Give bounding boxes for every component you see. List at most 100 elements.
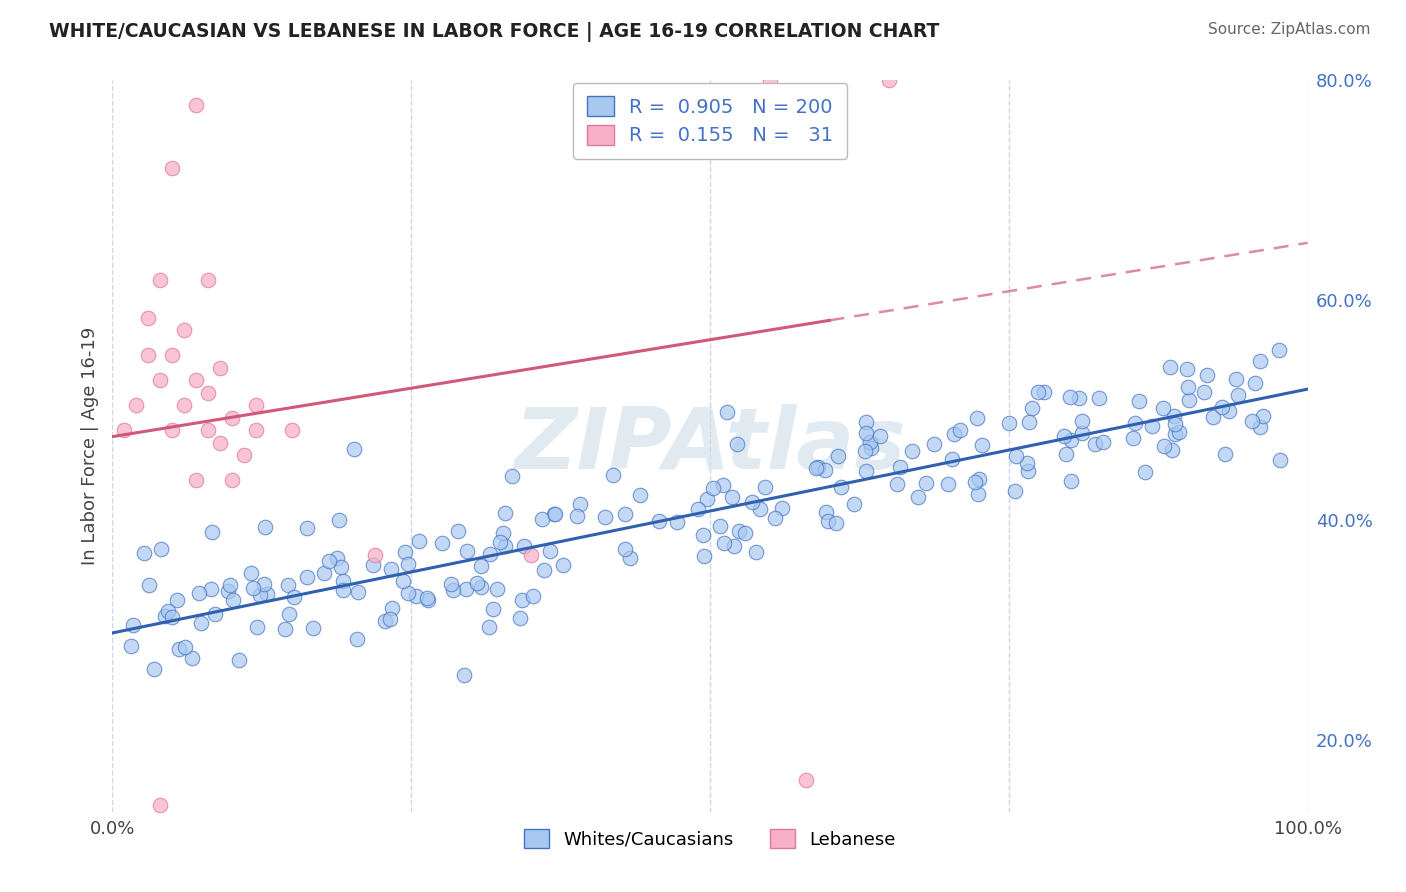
Point — [628, 488, 651, 502]
Point — [121, 618, 143, 632]
Point — [1071, 425, 1094, 440]
Point — [1005, 449, 1028, 463]
Point — [879, 73, 901, 87]
Point — [332, 583, 354, 598]
Point — [593, 509, 616, 524]
Point — [711, 478, 734, 492]
Point — [181, 651, 204, 665]
Point — [453, 667, 475, 681]
Point — [1021, 401, 1043, 416]
Point — [246, 620, 269, 634]
Point — [465, 575, 488, 590]
Point — [741, 494, 763, 508]
Point — [723, 539, 745, 553]
Text: WHITE/CAUCASIAN VS LEBANESE IN LABOR FORCE | AGE 16-19 CORRELATION CHART: WHITE/CAUCASIAN VS LEBANESE IN LABOR FOR… — [49, 22, 939, 42]
Point — [501, 469, 523, 483]
Point — [283, 590, 305, 604]
Point — [613, 542, 636, 557]
Point — [814, 462, 837, 476]
Point — [1178, 392, 1201, 407]
Point — [520, 549, 543, 563]
Point — [510, 593, 533, 607]
Point — [197, 423, 219, 437]
Point — [432, 536, 454, 550]
Point — [1026, 385, 1049, 400]
Point — [686, 502, 709, 516]
Point — [1152, 401, 1174, 415]
Point — [416, 592, 439, 607]
Point — [1018, 415, 1040, 429]
Point — [239, 566, 262, 580]
Point — [343, 442, 366, 456]
Point — [361, 558, 384, 573]
Point — [807, 460, 830, 475]
Point — [470, 580, 492, 594]
Point — [844, 497, 866, 511]
Point — [197, 273, 219, 287]
Point — [859, 435, 882, 450]
Point — [1211, 400, 1233, 414]
Point — [1268, 343, 1291, 358]
Point — [346, 632, 368, 647]
Point — [1249, 420, 1271, 434]
Point — [162, 348, 183, 362]
Point — [204, 607, 226, 622]
Point — [380, 562, 402, 576]
Point — [941, 452, 963, 467]
Point — [734, 525, 756, 540]
Point — [886, 477, 908, 491]
Point — [209, 360, 232, 375]
Point — [162, 423, 183, 437]
Point — [963, 475, 986, 490]
Point — [166, 592, 188, 607]
Y-axis label: In Labor Force | Age 16-19: In Labor Force | Age 16-19 — [80, 326, 98, 566]
Point — [728, 524, 751, 539]
Point — [1053, 429, 1076, 443]
Point — [256, 587, 278, 601]
Point — [328, 513, 350, 527]
Point — [125, 398, 148, 412]
Point — [725, 437, 748, 451]
Point — [233, 449, 256, 463]
Point — [374, 614, 396, 628]
Point — [443, 583, 465, 598]
Point — [567, 509, 589, 524]
Point — [522, 590, 544, 604]
Text: Source: ZipAtlas.com: Source: ZipAtlas.com — [1208, 22, 1371, 37]
Point — [853, 444, 876, 458]
Point — [1060, 433, 1083, 447]
Point — [143, 662, 166, 676]
Point — [447, 524, 470, 538]
Point — [186, 98, 208, 112]
Point — [614, 507, 637, 521]
Point — [454, 582, 477, 597]
Point — [531, 511, 554, 525]
Point — [855, 464, 877, 478]
Point — [489, 535, 512, 549]
Point — [1218, 403, 1240, 417]
Point — [702, 481, 724, 495]
Point — [754, 480, 776, 494]
Point — [1088, 391, 1111, 405]
Point — [1226, 388, 1249, 402]
Point — [763, 510, 786, 524]
Point — [156, 604, 179, 618]
Point — [1140, 419, 1163, 434]
Point — [415, 591, 437, 605]
Point — [162, 161, 183, 175]
Point — [1244, 376, 1267, 391]
Point — [817, 514, 839, 528]
Point — [456, 544, 478, 558]
Point — [495, 506, 517, 520]
Point — [391, 574, 413, 589]
Point — [329, 559, 352, 574]
Point — [326, 551, 349, 566]
Point — [253, 577, 276, 591]
Point — [942, 426, 965, 441]
Point — [1168, 425, 1191, 439]
Text: ZIPAtlas: ZIPAtlas — [515, 404, 905, 488]
Point — [1153, 439, 1175, 453]
Point — [481, 601, 503, 615]
Point — [281, 423, 304, 437]
Point — [1159, 359, 1181, 374]
